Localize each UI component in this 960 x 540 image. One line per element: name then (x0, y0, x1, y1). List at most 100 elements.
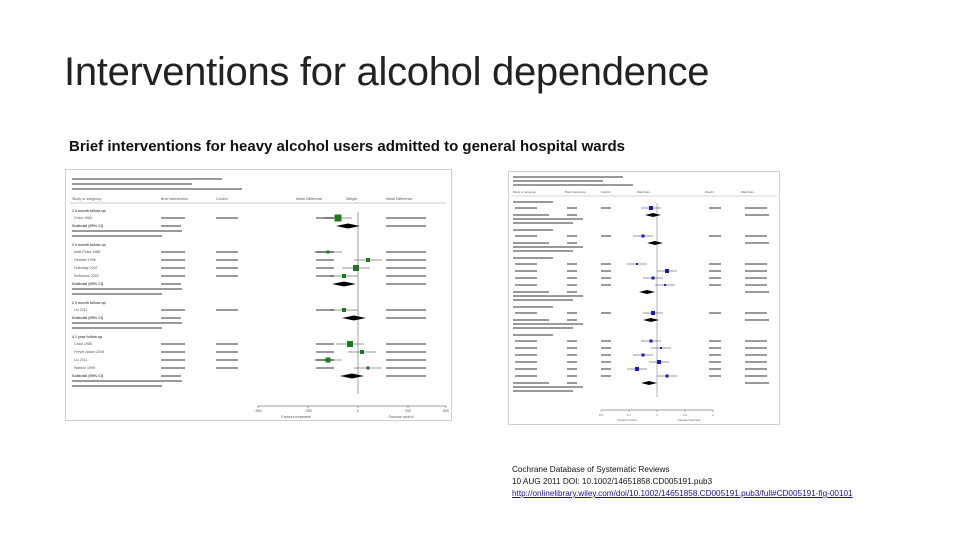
study-ci (386, 309, 426, 311)
subtotal-label (513, 242, 549, 244)
study-weight (709, 354, 721, 356)
study-square (649, 206, 653, 210)
study-ci (386, 217, 426, 219)
study-name (515, 277, 537, 279)
study-data (567, 270, 577, 272)
caption-date-doi: 10 AUG 2011 DOI: 10.1002/14651858.CD0051… (512, 477, 713, 486)
study-weight (709, 312, 721, 314)
axis-tick-label: 0.5 (599, 413, 603, 417)
study-name (515, 312, 537, 314)
subtotal-data (161, 317, 181, 319)
forest-plot-right: Study or subgroup Brief intervention Contr… (508, 171, 780, 425)
study-square (325, 357, 331, 363)
forest-plot-right-canvas: Study or subgroup Brief intervention Contr… (511, 176, 777, 422)
heterogeneity-text (513, 246, 583, 248)
study-data (161, 351, 185, 353)
study-square (641, 234, 645, 238)
subgroup-label: 2 6 month follow up (72, 243, 107, 247)
header-text-line (72, 183, 192, 185)
axis-tick-label: 250 (405, 409, 411, 413)
study-name: Antti-Poika 1988 (74, 250, 100, 254)
axis-tick-label: 2 (712, 413, 714, 417)
subtotal-ci (745, 214, 769, 216)
column-header: Control (216, 197, 228, 201)
study-ci (386, 267, 426, 269)
study-data (567, 375, 577, 377)
subgroup-label (513, 334, 553, 336)
study-data (601, 277, 611, 279)
caption-link[interactable]: http://onlinelibrary.wiley.com/doi/10.10… (512, 489, 853, 498)
study-data (216, 343, 238, 345)
column-header: Weight (705, 190, 714, 194)
subtotal-data (161, 375, 181, 377)
study-ci (745, 263, 767, 265)
study-data (161, 367, 185, 369)
study-name: Freyer-Adam 2008 (74, 350, 104, 354)
study-data (567, 347, 577, 349)
subtotal-diamond (340, 373, 364, 379)
subtotal-label (513, 382, 549, 384)
study-data (567, 284, 577, 286)
heterogeneity-text (513, 295, 583, 297)
study-square (649, 339, 653, 343)
subgroup-label (513, 306, 553, 308)
heterogeneity-text (72, 288, 182, 290)
study-data (216, 275, 238, 277)
subgroup-label: 3 9 month follow up (72, 301, 107, 305)
axis-tick-label: 1 (656, 413, 658, 417)
study-ci (745, 270, 767, 272)
overall-effect-text (72, 293, 162, 295)
study-data (601, 347, 611, 349)
axis-right-label: Favours treatment (678, 418, 701, 422)
axis-tick-label: 0 (357, 409, 359, 413)
study-square (353, 265, 359, 271)
column-header: Study or subgroup (513, 190, 536, 194)
subtotal-diamond (336, 223, 360, 229)
subtotal-data (567, 242, 577, 244)
subgroup-label (513, 257, 553, 259)
heterogeneity-text (72, 322, 182, 324)
subgroup-label: 1 3 month follow up (72, 209, 107, 213)
subtotal-ci (745, 382, 769, 384)
study-data (601, 354, 611, 356)
study-name: McManus 2003 (74, 274, 99, 278)
overall-effect-text (72, 327, 162, 329)
study-data (161, 309, 185, 311)
study-ci (745, 354, 767, 356)
subtotal-label: Subtotal (95% CI) (72, 316, 104, 320)
subtotal-ci (386, 225, 426, 227)
study-data (567, 277, 577, 279)
subtotal-diamond (342, 315, 366, 321)
subtotal-label: Subtotal (95% CI) (72, 224, 104, 228)
study-square (657, 360, 661, 364)
study-square (360, 350, 364, 354)
study-ci (745, 312, 767, 314)
axis-tick-label: 0.7 (627, 413, 631, 417)
subtotal-ci (745, 242, 769, 244)
study-square (326, 250, 330, 254)
study-square (366, 258, 370, 262)
column-header: Weight (346, 197, 357, 201)
slide-title: Interventions for alcohol dependence (64, 50, 710, 94)
column-header: Mean Difference (386, 197, 412, 201)
study-name (515, 354, 537, 356)
study-data (601, 284, 611, 286)
study-ci (386, 367, 426, 369)
study-data (161, 359, 185, 361)
axis-left-label: Favours control (617, 418, 637, 422)
study-square (665, 374, 669, 378)
heterogeneity-text (72, 230, 182, 232)
study-data (601, 263, 611, 265)
study-ci (386, 259, 426, 261)
subtotal-diamond (641, 381, 657, 385)
study-square (635, 367, 639, 371)
header-text-line (513, 180, 603, 182)
subtotal-diamond (639, 290, 655, 294)
study-weight (709, 277, 721, 279)
study-data (161, 259, 185, 261)
study-square (342, 308, 346, 312)
subtotal-ci (745, 291, 769, 293)
subtotal-diamond (332, 281, 356, 287)
study-data (216, 367, 238, 369)
study-ci (745, 361, 767, 363)
